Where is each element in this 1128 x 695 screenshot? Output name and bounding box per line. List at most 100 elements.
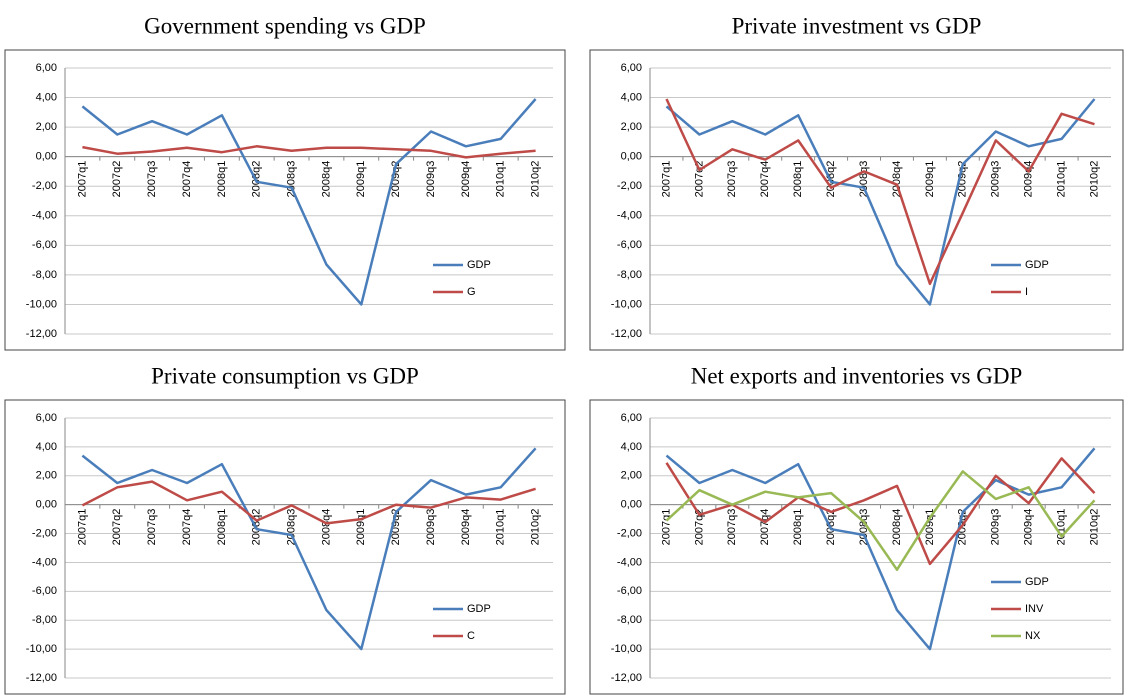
y-tick-label: 0,00 — [36, 499, 57, 511]
y-tick-label: 2,00 — [36, 470, 57, 482]
y-tick-label: -8,00 — [617, 614, 642, 626]
y-tick-label: -8,00 — [32, 614, 57, 626]
x-tick-label: 2007q1 — [76, 509, 88, 546]
x-tick-label: 2009q1 — [355, 509, 367, 546]
x-tick-label: 2007q2 — [693, 509, 705, 546]
x-tick-label: 2008q4 — [891, 161, 903, 198]
legend-label: GDP — [467, 259, 491, 271]
x-tick-label: 2009q2 — [957, 509, 969, 546]
x-tick-label: 2010q2 — [1088, 161, 1100, 198]
x-tick-label: 2010q1 — [1056, 509, 1068, 546]
chart-title: Government spending vs GDP — [144, 13, 426, 38]
y-tick-label: -2,00 — [32, 180, 57, 192]
x-tick-label: 2009q3 — [990, 509, 1002, 546]
x-tick-label: 2007q2 — [111, 509, 123, 546]
legend-label: G — [467, 286, 476, 298]
legend-label: GDP — [1025, 259, 1049, 271]
chart-frame — [4, 399, 566, 695]
y-tick-label: 2,00 — [621, 121, 642, 133]
x-tick-label: 2007q1 — [660, 509, 672, 546]
x-tick-label: 2007q3 — [146, 161, 158, 198]
y-tick-label: -4,00 — [617, 210, 642, 222]
y-tick-label: 0,00 — [36, 151, 57, 163]
y-tick-label: -6,00 — [32, 239, 57, 251]
x-tick-label: 2009q1 — [924, 161, 936, 198]
x-tick-label: 2010q2 — [1088, 509, 1100, 546]
series-line — [665, 447, 1096, 651]
x-tick-label: 2009q3 — [425, 161, 437, 198]
x-tick-label: 2007q4 — [759, 161, 771, 198]
y-tick-label: -4,00 — [32, 210, 57, 222]
x-tick-label: 2010q2 — [529, 161, 541, 198]
y-tick-label: -12,00 — [26, 672, 57, 684]
series-line — [81, 447, 537, 651]
x-tick-label: 2008q3 — [285, 161, 297, 198]
x-tick-label: 2007q1 — [660, 161, 672, 198]
x-tick-label: 2009q3 — [425, 509, 437, 546]
y-tick-label: 4,00 — [36, 441, 57, 453]
x-tick-label: 2009q4 — [460, 509, 472, 546]
series-line — [665, 98, 1096, 306]
series-line — [665, 457, 1096, 566]
x-tick-label: 2008q1 — [792, 161, 804, 198]
y-tick-label: 0,00 — [621, 499, 642, 511]
y-tick-label: -2,00 — [617, 527, 642, 539]
x-tick-label: 2007q3 — [726, 509, 738, 546]
chart-frame — [589, 399, 1124, 695]
x-tick-label: 2009q1 — [924, 509, 936, 546]
x-tick-label: 2007q3 — [726, 161, 738, 198]
x-tick-label: 2007q1 — [76, 161, 88, 198]
x-tick-label: 2009q2 — [390, 161, 402, 198]
y-tick-label: -10,00 — [26, 643, 57, 655]
y-tick-label: 6,00 — [621, 412, 642, 424]
x-tick-label: 2007q4 — [759, 509, 771, 546]
y-tick-label: 6,00 — [621, 62, 642, 74]
x-tick-label: 2008q3 — [858, 509, 870, 546]
legend-label: GDP — [467, 603, 491, 615]
x-tick-label: 2010q1 — [495, 161, 507, 198]
y-tick-label: -6,00 — [617, 239, 642, 251]
legend-label: C — [467, 630, 475, 642]
y-tick-label: -4,00 — [617, 556, 642, 568]
y-tick-label: -12,00 — [611, 328, 642, 340]
x-tick-label: 2007q2 — [693, 161, 705, 198]
x-tick-label: 2009q2 — [957, 161, 969, 198]
legend-label: I — [1025, 286, 1028, 298]
y-tick-label: 2,00 — [621, 470, 642, 482]
y-tick-label: -10,00 — [26, 298, 57, 310]
y-tick-label: 2,00 — [36, 121, 57, 133]
series-line — [665, 470, 1096, 571]
chart-title: Private consumption vs GDP — [151, 363, 419, 388]
x-tick-label: 2010q1 — [1056, 161, 1068, 198]
y-tick-label: -6,00 — [32, 585, 57, 597]
series-line — [81, 480, 536, 525]
y-tick-label: -10,00 — [611, 298, 642, 310]
y-tick-label: -4,00 — [32, 556, 57, 568]
y-tick-label: 4,00 — [621, 91, 642, 103]
y-tick-label: -6,00 — [617, 585, 642, 597]
x-tick-label: 2008q1 — [792, 509, 804, 546]
chart-frame — [589, 49, 1124, 351]
series-line — [82, 145, 536, 159]
x-tick-label: 2008q4 — [320, 161, 332, 198]
x-tick-label: 2007q4 — [181, 509, 193, 546]
x-tick-label: 2008q3 — [285, 509, 297, 546]
y-tick-label: 6,00 — [36, 412, 57, 424]
x-tick-label: 2007q2 — [111, 161, 123, 198]
y-tick-label: 4,00 — [36, 91, 57, 103]
y-tick-label: -12,00 — [26, 328, 57, 340]
x-tick-label: 2010q2 — [529, 509, 541, 546]
x-tick-label: 2009q1 — [355, 161, 367, 198]
legend-label: INV — [1025, 603, 1044, 615]
x-tick-label: 2008q3 — [858, 161, 870, 198]
series-line — [81, 98, 537, 306]
x-tick-label: 2009q3 — [990, 161, 1002, 198]
x-tick-label: 2008q4 — [891, 509, 903, 546]
y-tick-label: 4,00 — [621, 441, 642, 453]
chart-title: Net exports and inventories vs GDP — [691, 363, 1023, 388]
x-tick-label: 2008q1 — [216, 509, 228, 546]
chart-title: Private investment vs GDP — [732, 13, 982, 38]
y-tick-label: 6,00 — [36, 62, 57, 74]
x-tick-label: 2007q4 — [181, 161, 193, 198]
y-tick-label: -12,00 — [611, 672, 642, 684]
